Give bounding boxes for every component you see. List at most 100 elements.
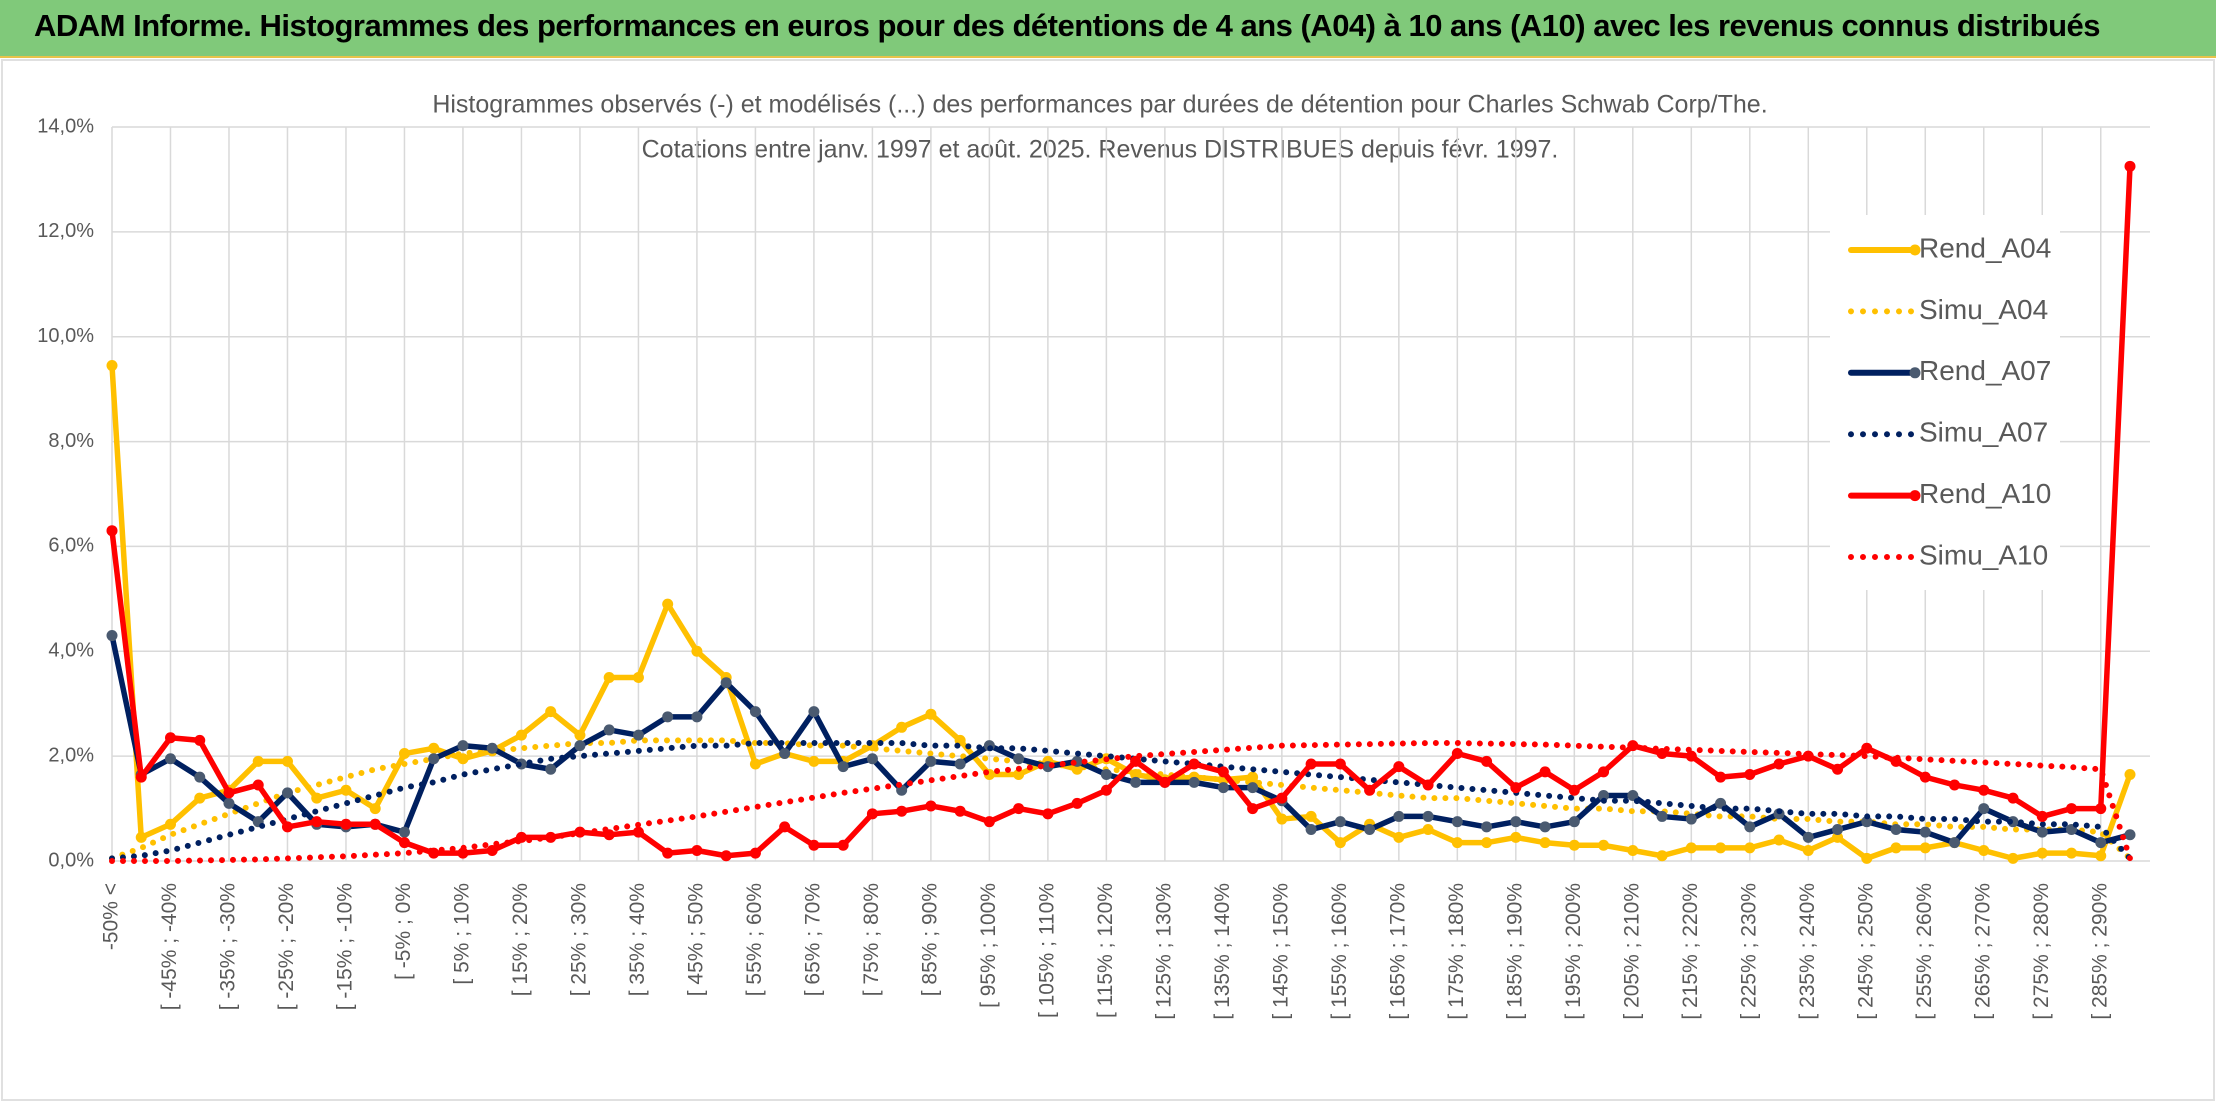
marker bbox=[779, 821, 791, 833]
marker bbox=[925, 800, 937, 812]
marker bbox=[1422, 824, 1434, 836]
marker bbox=[837, 839, 849, 851]
marker bbox=[1481, 821, 1493, 833]
marker bbox=[1656, 850, 1668, 862]
marker bbox=[1949, 837, 1961, 849]
marker bbox=[896, 721, 908, 733]
header-title: ADAM Informe. Histogrammes des performan… bbox=[34, 8, 2101, 43]
marker bbox=[428, 753, 440, 765]
x-tick-label: [ 85% ; 90% bbox=[918, 883, 941, 996]
marker bbox=[1978, 803, 1990, 815]
marker bbox=[1071, 797, 1083, 809]
marker bbox=[1305, 758, 1317, 770]
marker bbox=[2124, 768, 2136, 780]
marker bbox=[1715, 771, 1727, 783]
x-tick-label: [ -15% ; -10% bbox=[334, 883, 357, 1010]
marker bbox=[1217, 782, 1229, 794]
marker bbox=[1598, 766, 1610, 778]
marker bbox=[1510, 816, 1522, 828]
marker bbox=[545, 706, 557, 718]
marker bbox=[2124, 160, 2136, 172]
marker bbox=[603, 724, 615, 736]
marker bbox=[1276, 813, 1288, 825]
x-tick-label: [ 135% ; 140% bbox=[1211, 883, 1234, 1020]
x-tick-label: [ 145% ; 150% bbox=[1269, 883, 1292, 1020]
marker bbox=[632, 672, 644, 683]
marker bbox=[954, 805, 966, 817]
marker bbox=[164, 732, 176, 744]
marker bbox=[662, 711, 674, 723]
marker bbox=[1013, 753, 1025, 765]
marker bbox=[1100, 784, 1112, 796]
marker bbox=[808, 755, 820, 767]
marker bbox=[1451, 837, 1463, 849]
marker bbox=[1247, 803, 1259, 815]
marker bbox=[1744, 768, 1756, 780]
x-tick-label: [ 275% ; 280% bbox=[2030, 883, 2053, 1020]
marker bbox=[398, 837, 410, 849]
marker bbox=[281, 821, 293, 833]
legend-label: Simu_A07 bbox=[1919, 417, 2048, 448]
marker bbox=[954, 758, 966, 770]
marker bbox=[106, 360, 118, 372]
marker bbox=[1715, 842, 1727, 854]
header: ADAM Informe. Histogrammes des performan… bbox=[0, 0, 2216, 58]
marker bbox=[1013, 803, 1025, 815]
x-tick-label: [ 285% ; 290% bbox=[2088, 883, 2111, 1020]
marker bbox=[428, 742, 440, 754]
x-tick-label: [ 235% ; 240% bbox=[1796, 883, 1819, 1020]
marker bbox=[1188, 758, 1200, 770]
marker bbox=[808, 839, 820, 851]
marker bbox=[691, 845, 703, 857]
x-tick-label: [ 245% ; 250% bbox=[1854, 883, 1877, 1020]
marker bbox=[194, 792, 206, 804]
marker bbox=[1568, 784, 1580, 796]
marker bbox=[662, 847, 674, 859]
marker bbox=[1744, 842, 1756, 854]
y-tick-label: 10,0% bbox=[37, 325, 94, 347]
data-line bbox=[109, 362, 2133, 862]
marker bbox=[311, 816, 323, 828]
marker bbox=[369, 803, 381, 815]
marker bbox=[1656, 810, 1668, 822]
marker bbox=[486, 742, 498, 754]
marker bbox=[1334, 816, 1346, 828]
marker bbox=[1978, 784, 1990, 796]
x-tick-label: [ 45% ; 50% bbox=[684, 883, 707, 996]
data-line bbox=[109, 163, 2133, 859]
marker bbox=[135, 771, 147, 783]
marker bbox=[1919, 771, 1931, 783]
marker bbox=[632, 729, 644, 741]
legend-label: Rend_A07 bbox=[1919, 355, 2051, 386]
marker bbox=[1861, 742, 1873, 754]
marker bbox=[749, 758, 761, 770]
marker bbox=[311, 792, 323, 804]
x-tick-label: [ -5% ; 0% bbox=[392, 883, 415, 980]
legend-label: Rend_A10 bbox=[1919, 478, 2051, 509]
legend-marker bbox=[1909, 244, 1921, 256]
x-tick-label: [ 205% ; 210% bbox=[1620, 883, 1643, 1020]
marker bbox=[2007, 792, 2019, 804]
marker bbox=[1539, 821, 1551, 833]
marker bbox=[1598, 789, 1610, 801]
marker bbox=[749, 847, 761, 859]
marker bbox=[340, 784, 352, 796]
x-tick-label: [ 215% ; 220% bbox=[1679, 883, 1702, 1020]
marker bbox=[1393, 761, 1405, 773]
marker bbox=[866, 753, 878, 765]
marker bbox=[779, 748, 791, 760]
marker bbox=[2124, 829, 2136, 841]
model-line bbox=[109, 737, 2133, 862]
y-tick-label: 14,0% bbox=[37, 115, 94, 137]
marker bbox=[720, 850, 732, 862]
marker bbox=[223, 787, 235, 799]
marker bbox=[1890, 824, 1902, 836]
marker bbox=[1861, 816, 1873, 828]
marker bbox=[106, 525, 118, 537]
marker bbox=[2066, 803, 2078, 815]
x-tick-label: [ 75% ; 80% bbox=[860, 883, 883, 996]
marker bbox=[1305, 824, 1317, 836]
marker bbox=[1159, 776, 1171, 788]
marker bbox=[808, 706, 820, 718]
